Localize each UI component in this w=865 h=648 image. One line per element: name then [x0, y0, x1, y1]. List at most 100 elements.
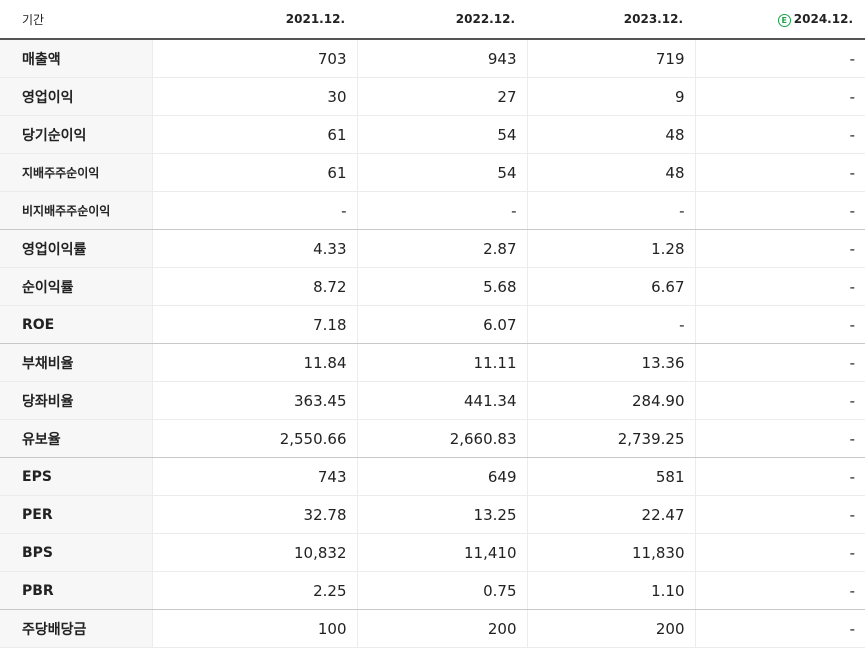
- cell-value: -: [695, 77, 865, 116]
- cell-value: 13.25: [357, 495, 528, 534]
- row-label: BPS: [0, 533, 153, 572]
- row-label: 당좌비율: [0, 381, 153, 420]
- cell-value: 54: [357, 153, 528, 192]
- period-2023: 2023.12.: [527, 0, 695, 40]
- row-label: PBR: [0, 571, 153, 610]
- cell-value: 2,660.83: [357, 419, 528, 458]
- cell-value: -: [357, 191, 528, 230]
- cell-value: -: [695, 115, 865, 154]
- cell-value: 27: [357, 77, 528, 116]
- table-row: 당기순이익 61 54 48-: [0, 115, 865, 154]
- table-row: 지배주주순이익 61 54 48-: [0, 153, 865, 192]
- cell-value: -: [695, 571, 865, 610]
- cell-value: 30: [152, 77, 358, 116]
- cell-value: -: [695, 39, 865, 78]
- cell-value: 7.18: [152, 305, 358, 344]
- row-label: 비지배주주순이익: [0, 191, 153, 230]
- estimate-icon: E: [777, 13, 791, 27]
- cell-value: 2,550.66: [152, 419, 358, 458]
- table-row: 영업이익률 4.33 2.87 1.28-: [0, 229, 865, 268]
- period-2022: 2022.12.: [357, 0, 527, 40]
- cell-value: 8.72: [152, 267, 358, 306]
- cell-value: 2,739.25: [527, 419, 696, 458]
- table-row: 매출액 703 943 719-: [0, 39, 865, 78]
- cell-value: -: [695, 457, 865, 496]
- cell-value: 5.68: [357, 267, 528, 306]
- table-row: 주당배당금 100 200 200-: [0, 609, 865, 648]
- cell-value: 61: [152, 153, 358, 192]
- cell-value: -: [695, 343, 865, 382]
- header-row: 기간 2021.12. 2022.12. 2023.12. E 2024.12.: [0, 0, 865, 40]
- cell-value: -: [695, 419, 865, 458]
- cell-value: 1.10: [527, 571, 696, 610]
- table-row: 유보율 2,550.66 2,660.83 2,739.25-: [0, 419, 865, 458]
- cell-value: 10,832: [152, 533, 358, 572]
- row-label: 매출액: [0, 39, 153, 78]
- cell-value: 13.36: [527, 343, 696, 382]
- table-row: 영업이익 30 27 9-: [0, 77, 865, 116]
- cell-value: 6.07: [357, 305, 528, 344]
- cell-value: 48: [527, 115, 696, 154]
- cell-value: -: [527, 305, 696, 344]
- table-header: 기간 2021.12. 2022.12. 2023.12. E 2024.12.: [0, 0, 865, 40]
- cell-value: -: [695, 191, 865, 230]
- row-label: 부채비율: [0, 343, 153, 382]
- period-2021: 2021.12.: [152, 0, 357, 40]
- row-label: 주당배당금: [0, 609, 153, 648]
- row-label: EPS: [0, 457, 153, 496]
- cell-value: 1.28: [527, 229, 696, 268]
- cell-value: -: [695, 533, 865, 572]
- cell-value: -: [695, 495, 865, 534]
- cell-value: 649: [357, 457, 528, 496]
- table-row: 부채비율 11.84 11.11 13.36-: [0, 343, 865, 382]
- cell-value: 11.84: [152, 343, 358, 382]
- table-row: PBR 2.25 0.75 1.10-: [0, 571, 865, 610]
- cell-value: -: [695, 609, 865, 648]
- cell-value: -: [695, 381, 865, 420]
- cell-value: 9: [527, 77, 696, 116]
- table-row: BPS 10,832 11,410 11,830-: [0, 533, 865, 572]
- cell-value: 4.33: [152, 229, 358, 268]
- table-row: 비지배주주순이익 - - - -: [0, 191, 865, 230]
- row-label: PER: [0, 495, 153, 534]
- cell-value: 943: [357, 39, 528, 78]
- cell-value: 363.45: [152, 381, 358, 420]
- table-row: PER 32.78 13.25 22.47-: [0, 495, 865, 534]
- cell-value: -: [695, 229, 865, 268]
- row-label: 영업이익률: [0, 229, 153, 268]
- row-label: 유보율: [0, 419, 153, 458]
- cell-value: 200: [527, 609, 696, 648]
- table-row: 순이익률 8.72 5.68 6.67-: [0, 267, 865, 306]
- cell-value: 441.34: [357, 381, 528, 420]
- period-label: 기간: [0, 0, 152, 40]
- cell-value: 11.11: [357, 343, 528, 382]
- table-row: ROE 7.18 6.07- -: [0, 305, 865, 344]
- cell-value: 61: [152, 115, 358, 154]
- table-row: 당좌비율 363.45 441.34 284.90-: [0, 381, 865, 420]
- cell-value: 703: [152, 39, 358, 78]
- table-body: 매출액 703 943 719- 영업이익 30 27 9- 당기순이익 61 54 48- 지배주주순…: [0, 39, 865, 648]
- cell-value: -: [695, 267, 865, 306]
- table-row: EPS 743 649 581-: [0, 457, 865, 496]
- cell-value: -: [695, 153, 865, 192]
- cell-value: 11,830: [527, 533, 696, 572]
- row-label: 순이익률: [0, 267, 153, 306]
- row-label: 당기순이익: [0, 115, 153, 154]
- cell-value: 284.90: [527, 381, 696, 420]
- cell-value: 11,410: [357, 533, 528, 572]
- cell-value: 200: [357, 609, 528, 648]
- row-label: 지배주주순이익: [0, 153, 153, 192]
- cell-value: 6.67: [527, 267, 696, 306]
- cell-value: 32.78: [152, 495, 358, 534]
- cell-value: 0.75: [357, 571, 528, 610]
- cell-value: 54: [357, 115, 528, 154]
- cell-value: 2.87: [357, 229, 528, 268]
- row-label: ROE: [0, 305, 153, 344]
- cell-value: 719: [527, 39, 696, 78]
- cell-value: -: [152, 191, 358, 230]
- cell-value: -: [695, 305, 865, 344]
- period-2024: 2024.12.: [793, 11, 853, 26]
- cell-value: 743: [152, 457, 358, 496]
- cell-value: 48: [527, 153, 696, 192]
